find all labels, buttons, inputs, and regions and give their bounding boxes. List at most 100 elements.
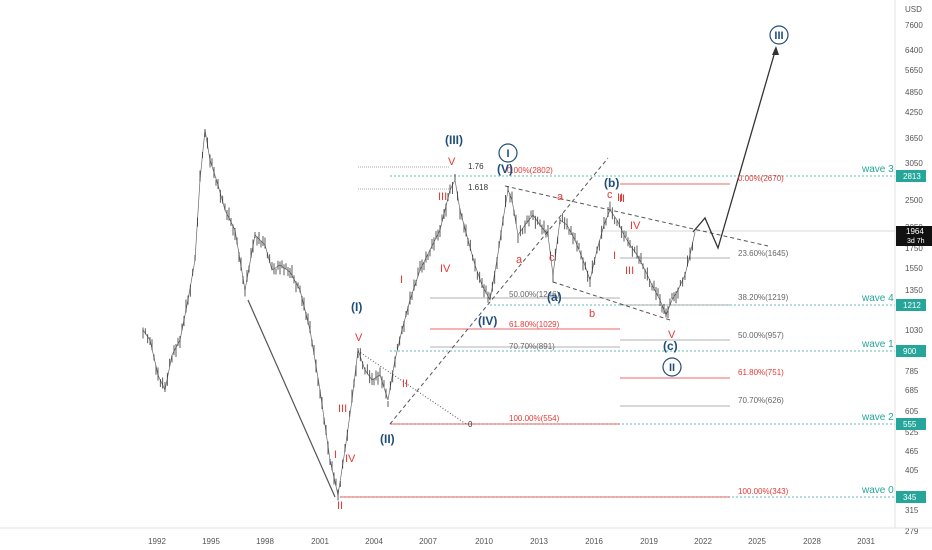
time-tick-label: 2016 <box>585 537 603 546</box>
fib-label: 0.00%(2802) <box>507 166 553 175</box>
arrow-head-icon <box>772 46 779 55</box>
wave-label: IV <box>440 263 451 275</box>
fib-label: 50.00%(957) <box>738 331 784 340</box>
price-tag-value: 1212 <box>903 301 921 310</box>
fib-label: 23.60%(1645) <box>738 249 789 258</box>
fib-label: 61.80%(751) <box>738 368 784 377</box>
wave-label: III <box>438 191 447 203</box>
trend-lines <box>247 46 779 498</box>
price-tag-box <box>896 299 926 311</box>
fib-label: 50.00%(1246) <box>509 290 560 299</box>
price-tag-value: 345 <box>903 493 917 502</box>
circled-wave-marker <box>662 357 682 377</box>
wave-label: V <box>668 329 676 341</box>
fib-label: 61.80%(1029) <box>509 320 560 329</box>
fib-label: 0.00%(2670) <box>738 174 784 183</box>
wave-label: III <box>338 403 347 415</box>
fib-label: 0 <box>468 420 473 429</box>
circled-wave-marker <box>769 25 789 45</box>
wave-label: V <box>355 332 363 344</box>
wave-label: a <box>557 191 564 203</box>
fibonacci-labels: 0.00%(2802) 0.00%(2670) 23.60%(1645) 50.00%… <box>468 162 789 496</box>
wave-label: b <box>589 308 595 320</box>
price-tick-label: 279 <box>905 527 919 536</box>
last-price-value: 1964 <box>906 227 924 236</box>
wave-label: (II) <box>380 432 395 446</box>
time-tick-label: 2010 <box>475 537 493 546</box>
price-tag-box <box>896 345 926 357</box>
time-tick-label: 1995 <box>202 537 220 546</box>
price-candles <box>142 129 696 501</box>
fib-label: 70.70%(626) <box>738 396 784 405</box>
price-tick-label: 1350 <box>905 286 923 295</box>
price-tag-value: 2813 <box>903 172 921 181</box>
time-tick-label: 1998 <box>256 537 274 546</box>
fib-label: 1.76 <box>468 162 484 171</box>
price-tags: wave 3 2813 wave 4 1212 wave 1 900 wave 2 555 wa… <box>861 164 926 503</box>
price-tick-label: 4250 <box>905 108 923 117</box>
time-tick-label: 1992 <box>148 537 166 546</box>
wave-label: IV <box>630 220 641 232</box>
price-tick-label: 5650 <box>905 66 923 75</box>
fibonacci-levels <box>340 166 895 498</box>
wave-label: I <box>613 250 616 262</box>
time-tick-label: 2004 <box>365 537 383 546</box>
price-axis[interactable]: USD 760064005650485042503650305025002050… <box>894 0 923 536</box>
price-tick-label: 3050 <box>905 159 923 168</box>
fib-label: 38.20%(1219) <box>738 293 789 302</box>
wave-label: c <box>607 189 613 201</box>
wave-label: (c) <box>663 339 678 353</box>
level-name-label: wave 1 <box>861 339 894 350</box>
trend-line <box>247 299 336 498</box>
time-tick-label: 2025 <box>748 537 766 546</box>
wave-label: a <box>516 254 523 266</box>
price-tick-label: 1750 <box>905 244 923 253</box>
price-tag-box <box>896 170 926 182</box>
trend-line <box>504 185 769 247</box>
time-tick-label: 2022 <box>694 537 712 546</box>
wave-label: IV <box>345 453 356 465</box>
wave-label: (I) <box>351 300 362 314</box>
price-tick-label: 605 <box>905 407 919 416</box>
price-tick-label: 525 <box>905 428 919 437</box>
wave-label: c <box>549 252 555 264</box>
price-tick-label: 315 <box>905 506 919 515</box>
price-tick-label: 1030 <box>905 326 923 335</box>
price-tick-label: 3650 <box>905 134 923 143</box>
price-tick-label: 7600 <box>905 21 923 30</box>
price-tick-label: 685 <box>905 386 919 395</box>
time-axis[interactable]: 1992 1995 1998 2001 2004 2007 2010 2013 2016 2019… <box>0 527 932 546</box>
countdown-value: 3d 7h <box>907 238 925 245</box>
wave-label: II <box>617 192 623 204</box>
price-tick-label: 6400 <box>905 46 923 55</box>
fib-label: 70.70%(891) <box>509 342 555 351</box>
circled-wave-label: I <box>506 148 509 160</box>
wave-label: II <box>619 193 625 205</box>
time-tick-label: 2001 <box>311 537 329 546</box>
price-tick-label: 2500 <box>905 196 923 205</box>
time-tick-label: 2007 <box>419 537 437 546</box>
trend-line <box>357 350 467 425</box>
price-tag-value: 900 <box>903 347 917 356</box>
wave-label: (b) <box>604 176 619 190</box>
time-tick-label: 2013 <box>530 537 548 546</box>
last-price-tag: 1964 3d 7h <box>896 226 932 246</box>
price-tick-label: 785 <box>905 367 919 376</box>
currency-label: USD <box>905 5 922 14</box>
wave-labels: (III)(V)(I)(II)(IV)(a)(b)(c)VIIIIVIIIVII… <box>334 25 789 512</box>
circled-wave-label: II <box>669 362 675 374</box>
last-price-box <box>896 226 932 246</box>
price-tag-box <box>896 418 926 430</box>
time-tick-label: 2019 <box>640 537 658 546</box>
price-tick-label: 465 <box>905 447 919 456</box>
level-name-label: wave 2 <box>861 412 894 423</box>
wave-label: III <box>625 265 634 277</box>
circled-wave-marker <box>498 143 518 163</box>
circled-wave-label: III <box>774 30 783 42</box>
level-name-label: wave 0 <box>861 485 894 496</box>
wave-label: (V) <box>497 162 513 176</box>
wave-label: II <box>337 500 343 512</box>
wave-label: I <box>334 449 337 461</box>
level-name-label: wave 4 <box>861 293 894 304</box>
